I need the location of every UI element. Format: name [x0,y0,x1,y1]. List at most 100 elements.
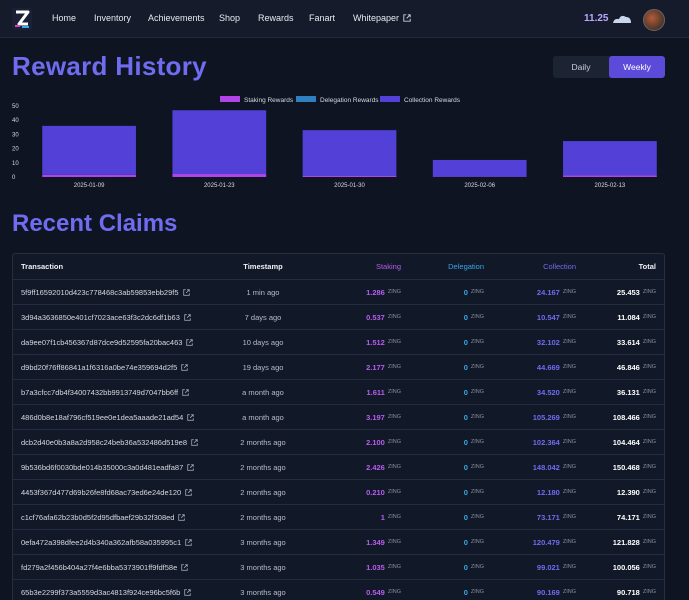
external-link-icon[interactable] [184,313,191,321]
total-value: 150.468 [612,462,640,472]
bar-segment [172,174,267,177]
external-link-icon[interactable] [178,513,186,521]
staking-cell: 2.177 ZING [366,355,401,379]
transaction-hash-link[interactable]: 4453f367d477d69b26fe8fd68ac73ed6e24de120 [21,487,182,497]
delegation-cell: 0 ZING [464,530,484,554]
header-transaction: Transaction [21,262,64,271]
transaction-hash-link[interactable]: d9bd20f76ff86841a1f6316a0be74e359694d2f5 [21,362,178,372]
staking-cell: 1.286 ZING [366,280,401,304]
daily-toggle-button[interactable]: Daily [571,62,591,72]
transaction-hash-link[interactable]: b7a3cfcc7db4f34007432bb9913749d7047bb6ff [21,387,179,397]
transaction-hash-link[interactable]: dcb2d40e0b3a8a2d958c24beb36a532486d519e8 [21,437,188,447]
external-link-icon[interactable] [187,413,194,421]
table-row: b7a3cfcc7db4f34007432bb9913749d7047bb6ff… [13,380,664,405]
staking-value: 0.210 [366,487,385,497]
weekly-toggle-button[interactable]: Weekly [609,56,665,78]
total-cell: 100.056 ZING [613,555,656,579]
nav-shop[interactable]: Shop [219,13,241,23]
unit-label: ZING [470,289,484,295]
table-row: d9bd20f76ff86841a1f6316a0be74e359694d2f5… [13,355,664,380]
nav-achievements[interactable]: Achievements [148,13,205,23]
transaction-hash-link[interactable]: fd279a2f456b404a27f4e6bba5373901ff9fdf58… [21,562,178,572]
external-link-icon[interactable] [187,463,194,471]
unit-label: ZING [642,564,656,570]
legend-label: Staking Rewards [244,97,294,104]
transaction-cell[interactable]: 0efa472a398dfee2d4b340a362afb58a035995c1 [21,530,192,554]
unit-label: ZING [562,289,576,295]
external-link-icon[interactable] [186,338,194,346]
external-link-icon[interactable] [185,538,192,546]
bar-segment [302,130,397,177]
transaction-cell[interactable]: 486d0b8e18af796cf519ee0e1dea5aaade21ad54 [21,405,194,429]
collection-value: 90.169 [536,587,560,597]
transaction-hash-link[interactable]: 65b3e2299f373a5559d3ac4813f924ce96bc5f6b [21,587,181,597]
total-value: 36.131 [616,387,640,397]
total-cell: 46.846 ZING [617,355,656,379]
unit-label: ZING [387,364,401,370]
delegation-cell: 0 ZING [464,455,484,479]
x-tick-label: 2025-01-09 [74,183,105,189]
transaction-cell[interactable]: 4453f367d477d69b26fe8fd68ac73ed6e24de120 [21,480,192,504]
table-row: 65b3e2299f373a5559d3ac4813f924ce96bc5f6b… [13,580,664,600]
unit-label: ZING [470,439,484,445]
unit-label: ZING [387,589,401,595]
external-link-icon[interactable] [181,363,189,371]
external-link-icon[interactable] [182,388,189,396]
nav-rewards[interactable]: Rewards [258,13,294,23]
external-link-icon[interactable] [182,288,190,296]
total-cell: 11.084 ZING [617,305,656,329]
transaction-hash-link[interactable]: da9ee07f1cb456367d87dce9d52595fa20bac463 [21,337,183,347]
total-cell: 12.390 ZING [617,480,656,504]
unit-label: ZING [387,339,401,345]
nav-fanart[interactable]: Fanart [309,13,336,23]
transaction-cell[interactable]: 5f9ff16592010d423c778468c3ab59853ebb29f5 [21,280,190,304]
delegation-value: 0 [463,487,468,497]
transaction-cell[interactable]: dcb2d40e0b3a8a2d958c24beb36a532486d519e8 [21,430,198,454]
transaction-cell[interactable]: b7a3cfcc7db4f34007432bb9913749d7047bb6ff [21,380,189,404]
transaction-hash-link[interactable]: 5f9ff16592010d423c778468c3ab59853ebb29f5 [21,287,179,297]
unit-label: ZING [470,389,484,395]
bar-segment [563,175,657,177]
bar-segment [432,159,527,177]
user-avatar[interactable] [643,9,665,31]
unit-label: ZING [642,314,656,320]
transaction-cell[interactable]: 3d94a3636850e401cf7023ace63f3c2dc6df1b63 [21,305,191,329]
unit-label: ZING [387,514,401,520]
transaction-hash-link[interactable]: 0efa472a398dfee2d4b340a362afb58a035995c1 [21,537,182,547]
delegation-cell: 0 ZING [464,330,484,354]
transaction-cell[interactable]: 9b536bd6f0030bde014b35000c3a0d481eadfa87 [21,455,194,479]
transaction-hash-link[interactable]: 3d94a3636850e401cf7023ace63f3c2dc6df1b63 [21,312,180,322]
transaction-hash-link[interactable]: c1cf76afa62b23b0d5f2d95dfbaef29b32f308ed [21,512,175,522]
unit-label: ZING [387,464,401,470]
transaction-cell[interactable]: d9bd20f76ff86841a1f6316a0be74e359694d2f5 [21,355,189,379]
delegation-value: 0 [463,387,468,397]
nav-inventory[interactable]: Inventory [94,13,132,23]
delegation-value: 0 [463,312,468,322]
table-row: 5f9ff16592010d423c778468c3ab59853ebb29f5… [13,280,664,305]
unit-label: ZING [470,464,484,470]
transaction-hash-link[interactable]: 486d0b8e18af796cf519ee0e1dea5aaade21ad54 [21,412,184,422]
timestamp-cell: 3 months ago [240,587,286,597]
nav-whitepaper[interactable]: Whitepaper [353,13,411,23]
unit-label: ZING [562,489,576,495]
legend-swatch [296,96,316,102]
external-link-icon[interactable] [181,563,189,571]
table-row: 9b536bd6f0030bde014b35000c3a0d481eadfa87… [13,455,664,480]
total-value: 33.614 [616,337,640,347]
transaction-hash-link[interactable]: 9b536bd6f0030bde014b35000c3a0d481eadfa87 [21,462,184,472]
transaction-cell[interactable]: fd279a2f456b404a27f4e6bba5373901ff9fdf58… [21,555,189,579]
zing-logo-icon[interactable] [12,8,32,30]
collection-value: 120.479 [532,537,560,547]
transaction-cell[interactable]: c1cf76afa62b23b0d5f2d95dfbaef29b32f308ed [21,505,186,529]
external-link-icon[interactable] [185,488,192,496]
staking-value: 2.426 [366,462,385,472]
transaction-cell[interactable]: 65b3e2299f373a5559d3ac4813f924ce96bc5f6b [21,580,192,600]
staking-value: 2.177 [366,362,385,372]
delegation-cell: 0 ZING [464,430,484,454]
header-collection: Collection [543,262,576,271]
external-link-icon[interactable] [184,588,192,596]
external-link-icon[interactable] [191,438,198,446]
nav-whitepaper-label[interactable]: Whitepaper [353,13,400,23]
nav-home[interactable]: Home [52,13,77,23]
transaction-cell[interactable]: da9ee07f1cb456367d87dce9d52595fa20bac463 [21,330,194,354]
